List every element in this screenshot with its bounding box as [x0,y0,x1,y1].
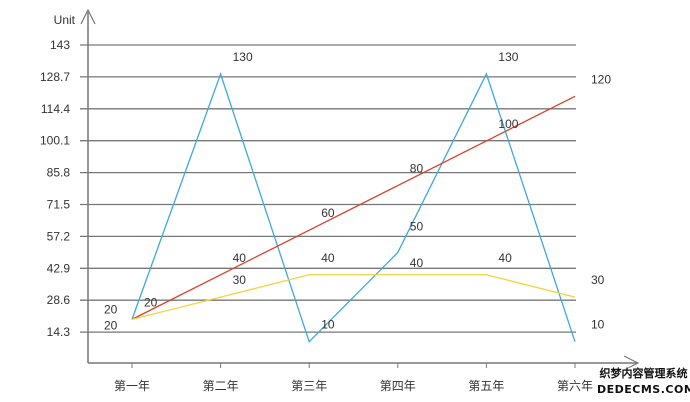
data-label: 120 [591,72,611,86]
data-label: 40 [410,256,424,270]
data-label: 20 [104,302,118,316]
x-tick-label: 第四年 [380,379,416,393]
x-tick-label: 第一年 [114,379,150,393]
data-label: 10 [321,318,335,332]
y-axis-label: Unit [54,13,76,27]
data-label: 50 [410,219,424,233]
data-label: 30 [591,273,605,287]
watermark-line1: 织梦内容管理系统 [599,367,688,380]
x-tick-label: 第五年 [468,379,504,393]
data-label: 130 [233,50,253,64]
y-tick-label: 42.9 [47,261,71,275]
y-tick-label: 14.3 [47,325,71,339]
data-label: 40 [498,251,512,265]
y-tick-label: 100.1 [40,134,70,148]
data-label: 30 [233,273,247,287]
watermark-line2: DEDECMS.COM [597,383,690,396]
data-label: 100 [498,117,518,131]
series-line-2 [131,95,576,320]
data-label: 20 [104,318,118,332]
data-label: 130 [498,50,518,64]
series-line-1 [131,72,576,343]
data-label: 40 [233,251,247,265]
y-tick-label: 71.5 [47,198,71,212]
y-tick-label: 57.2 [47,229,71,243]
y-tick-label: 85.8 [47,166,71,180]
y-axis-arrow [80,8,96,25]
watermark-logo: 织梦内容管理系统 DEDECMS.COM [597,366,690,398]
x-tick-label: 第六年 [557,379,593,393]
x-axis-arrow [623,355,640,371]
x-tick-label: 第三年 [291,379,327,393]
data-label: 40 [321,251,335,265]
y-tick-label: 114.4 [41,102,70,116]
data-label: 80 [410,162,424,176]
data-label: 60 [321,206,335,220]
series-line-3 [131,274,576,321]
data-label: 20 [144,295,158,309]
y-tick-label: 28.6 [47,293,71,307]
y-tick-label: 128.7 [40,70,70,84]
x-tick-label: 第二年 [203,379,239,393]
data-label: 10 [591,318,605,332]
y-tick-label: 143 [50,38,70,52]
